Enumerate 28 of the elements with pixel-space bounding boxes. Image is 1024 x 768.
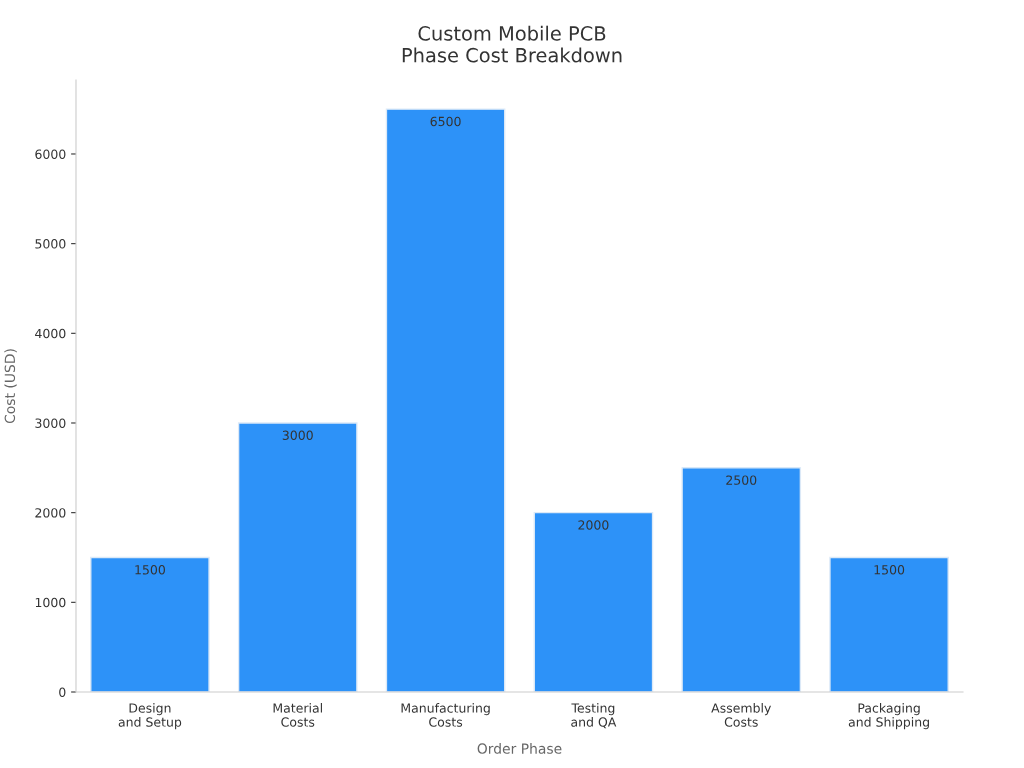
y-tick-label: 4000 [35, 328, 66, 339]
y-tick-label: 3000 [35, 418, 66, 428]
bar [385, 108, 506, 692]
x-tick-label: Design and Setup [118, 703, 182, 730]
y-tick-label: 6000 [35, 149, 66, 159]
data-label: 1500 [135, 565, 165, 575]
x-tick-label: Packaging and Shipping [848, 703, 929, 730]
y-tick-label: 1000 [35, 597, 66, 608]
y-tick-label: 5000 [35, 239, 66, 249]
data-label: 2500 [726, 475, 757, 485]
x-axis-title: Order Phase [477, 743, 562, 754]
x-tick-label: Testing and QA [571, 703, 617, 729]
y-axis-title: Cost (USD) [4, 349, 17, 424]
y-tick-label: 0 [59, 687, 66, 697]
data-label: 6500 [430, 116, 461, 127]
data-label: 3000 [282, 430, 313, 441]
bar [237, 422, 358, 692]
bar [533, 511, 654, 692]
x-tick-label: Material Costs [273, 703, 322, 727]
x-tick-label: Assembly Costs [711, 703, 771, 727]
data-label: 2000 [578, 520, 609, 530]
y-tick-label: 2000 [35, 508, 66, 518]
chart-title: Custom Mobile PCB Phase Cost Breakdown [402, 25, 622, 63]
bar [681, 467, 802, 692]
data-label: 1500 [874, 565, 905, 575]
x-tick-label: Manufacturing Costs [401, 703, 490, 727]
bar [829, 556, 949, 692]
bar [90, 556, 210, 692]
